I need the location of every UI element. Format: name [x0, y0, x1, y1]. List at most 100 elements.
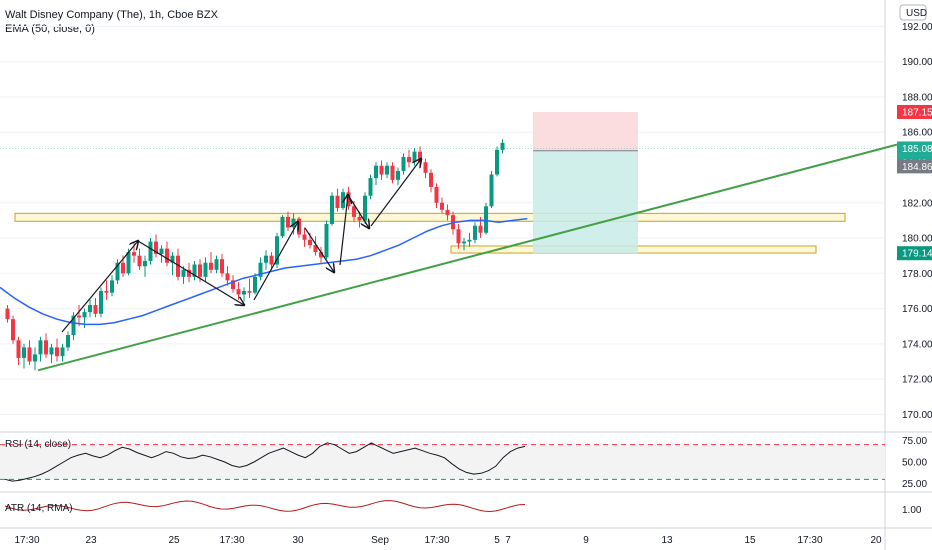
- candle-body: [434, 186, 439, 203]
- candle-body: [181, 269, 186, 277]
- candle-body: [390, 165, 395, 180]
- candle-body: [203, 262, 208, 277]
- time-tick-label: 17:30: [797, 535, 822, 546]
- candle-body: [165, 248, 169, 263]
- ema-line: [0, 217, 528, 326]
- take-profit-area: [533, 150, 638, 254]
- pattern-arrow: [137, 240, 244, 305]
- candle-body: [22, 347, 26, 358]
- trendline: [37, 143, 898, 372]
- price-tick-label: 188.00: [902, 92, 932, 103]
- candle-body: [225, 273, 230, 281]
- candle-body: [269, 255, 274, 265]
- candle-body: [187, 269, 191, 277]
- pattern-arrows: [61, 159, 421, 333]
- time-tick-label: 25: [168, 535, 180, 546]
- candle-body: [88, 305, 92, 313]
- time-tick-label: 17:30: [219, 535, 244, 546]
- candle-body: [445, 209, 450, 216]
- candle-body: [198, 264, 202, 277]
- rsi-tick-label: 50.00: [902, 458, 927, 469]
- candle-body: [275, 236, 279, 265]
- price-tick-label: 192.00: [902, 22, 932, 33]
- time-tick-label: 13: [661, 535, 673, 546]
- price-tag-label: 184.86: [902, 162, 932, 173]
- candle-body: [159, 248, 164, 254]
- rsi-tick-label: 75.00: [902, 436, 927, 447]
- candle-body: [11, 319, 15, 341]
- candle-body: [38, 340, 43, 355]
- time-tick-label: 17:30: [424, 535, 449, 546]
- currency-badge: [899, 4, 927, 21]
- price-tag: [897, 246, 932, 261]
- price-tag-label: 185.08: [902, 144, 932, 155]
- rsi-pane: RSI (14, close) 75.00 50.00 25.00: [0, 436, 927, 490]
- candle-body: [335, 195, 340, 209]
- candle-body: [495, 149, 499, 175]
- candle-body: [401, 156, 406, 172]
- candle-body: [286, 216, 290, 228]
- time-tick-label: 7: [505, 535, 511, 546]
- candle-body: [214, 259, 219, 270]
- candle-body: [132, 252, 136, 256]
- candle-body: [352, 206, 356, 217]
- candle-body: [374, 165, 378, 179]
- candle-body: [478, 225, 483, 233]
- candle-body: [330, 195, 334, 224]
- candle-body: [55, 347, 59, 357]
- time-tick-label: 9: [583, 535, 589, 546]
- candle-body: [456, 229, 461, 244]
- candle-body: [363, 195, 367, 221]
- rsi-tick-label: 25.00: [902, 479, 927, 490]
- candle-body: [396, 171, 400, 180]
- candle-body: [60, 347, 65, 357]
- candle-body: [258, 262, 263, 277]
- candle-body: [115, 262, 120, 281]
- candle-body: [27, 347, 32, 362]
- candle-body: [170, 255, 175, 263]
- candle-body: [126, 252, 131, 274]
- time-tick-label: Sep: [371, 535, 389, 546]
- candle-body: [154, 241, 158, 254]
- candle-body: [110, 280, 114, 293]
- pattern-arrow: [61, 241, 138, 333]
- atr-label: ATR (14, RMA): [5, 503, 73, 514]
- candle-body: [489, 174, 494, 207]
- atr-pane: ATR (14, RMA) 1.00: [4, 500, 922, 516]
- candle-body: [379, 165, 384, 175]
- candle-body: [341, 192, 345, 209]
- candle-body: [407, 156, 411, 163]
- candle-body: [253, 276, 257, 293]
- candle-body: [473, 225, 477, 240]
- candle-body: [209, 262, 213, 270]
- short-position-tool: [0, 111, 885, 254]
- candle-body: [49, 347, 54, 355]
- candle-body: [231, 280, 235, 290]
- candle-body: [121, 262, 125, 274]
- candle-body: [99, 290, 103, 314]
- candle-body: [423, 162, 428, 173]
- price-tick-label: 172.00: [902, 375, 932, 386]
- candle-body: [5, 308, 10, 320]
- price-tick-label: 190.00: [902, 57, 932, 68]
- price-tag: [897, 159, 932, 174]
- candle-body: [104, 290, 109, 293]
- candle-body: [137, 255, 142, 267]
- candle-body: [44, 340, 48, 355]
- candle-body: [66, 335, 70, 348]
- support-zones: [14, 212, 846, 254]
- price-tag-label: 179.14: [902, 249, 932, 260]
- candle-body: [192, 264, 197, 277]
- rsi-label: RSI (14, close): [5, 439, 71, 450]
- candle-body: [291, 218, 296, 228]
- candle-body: [264, 255, 268, 263]
- candle-body: [313, 245, 318, 253]
- candle-body: [302, 234, 307, 240]
- symbol-title[interactable]: Walt Disney Company (The), 1h, Cboe BZX: [5, 9, 218, 21]
- candle-body: [242, 290, 246, 295]
- price-tick-label: 182.00: [902, 198, 932, 209]
- price-tick-label: 170.00: [902, 410, 932, 421]
- time-tick-label: 15: [744, 535, 756, 546]
